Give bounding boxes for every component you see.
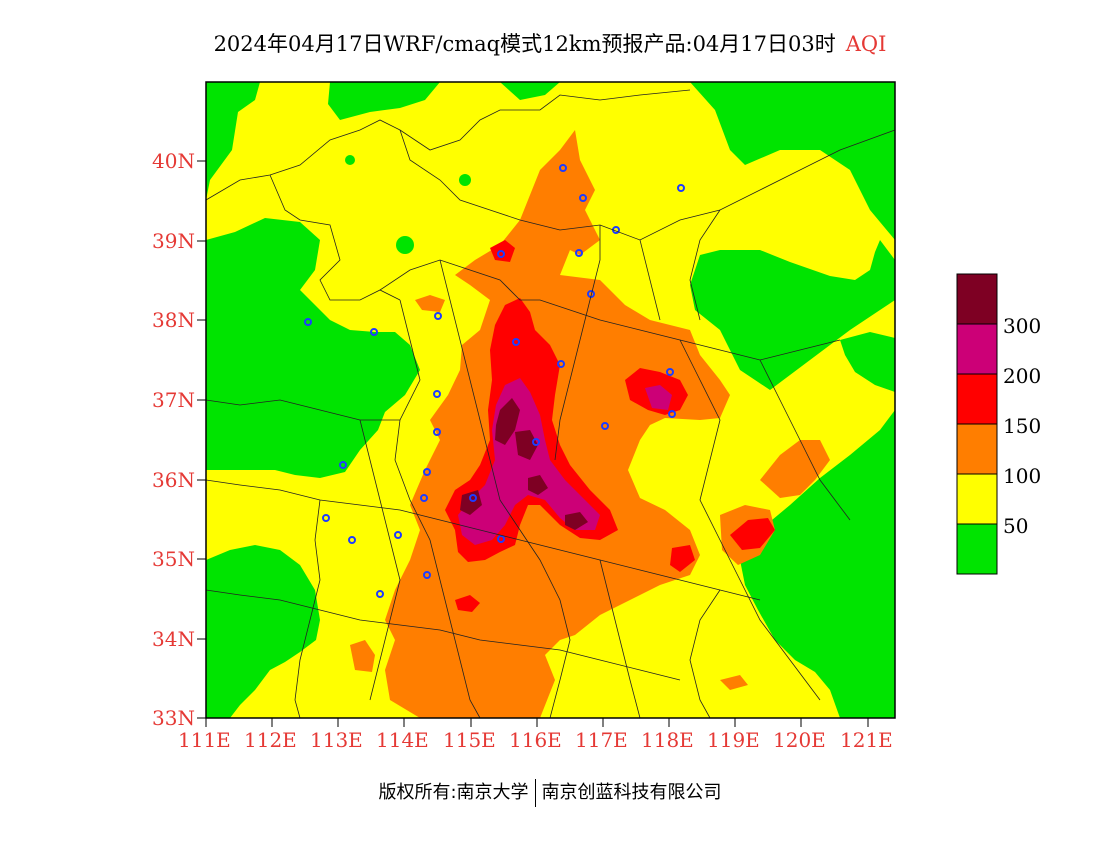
legend-colorbar <box>956 273 998 575</box>
legend-swatch-very-unhealthy <box>957 324 997 374</box>
footer-copyright: 版权所有:南京大学 <box>378 782 529 803</box>
legend-label-50: 50 <box>1003 514 1029 538</box>
footer-company: 南京创蓝科技有限公司 <box>541 782 722 803</box>
lon-label-112e: 112E <box>244 728 297 752</box>
legend-label-300: 300 <box>1003 314 1042 338</box>
lon-label-121e: 121E <box>840 728 893 752</box>
lat-label-38n: 38N <box>152 308 195 332</box>
copyright-footer: 版权所有:南京大学 南京创蓝科技有限公司 <box>0 778 1100 807</box>
very-unhealthy-regions <box>458 378 672 545</box>
lat-label-40n: 40N <box>152 149 195 173</box>
legend-swatch-usg <box>957 424 997 474</box>
lon-label-118e: 118E <box>641 728 694 752</box>
legend-swatch-good <box>957 524 997 574</box>
lon-label-120e: 120E <box>773 728 826 752</box>
lat-label-39n: 39N <box>152 229 195 253</box>
lon-label-111e: 111E <box>178 728 231 752</box>
lat-label-37n: 37N <box>152 388 195 412</box>
lat-label-35n: 35N <box>152 547 195 571</box>
good-regions <box>206 82 895 718</box>
lon-label-115e: 115E <box>443 728 496 752</box>
legend-label-200: 200 <box>1003 364 1042 388</box>
legend-swatch-unhealthy <box>957 374 997 424</box>
lat-label-33n: 33N <box>152 706 195 730</box>
lon-label-116e: 116E <box>509 728 562 752</box>
lat-label-36n: 36N <box>152 468 195 492</box>
title-main: 2024年04月17日WRF/cmaq模式12km预报产品:04月17日03时 <box>213 32 836 56</box>
city-markers <box>304 164 685 598</box>
lat-label-34n: 34N <box>152 627 195 651</box>
footer-divider <box>534 779 536 807</box>
legend-swatch-hazardous <box>957 274 997 324</box>
lon-label-117e: 117E <box>575 728 628 752</box>
map-title: 2024年04月17日WRF/cmaq模式12km预报产品:04月17日03时 A… <box>0 28 1100 58</box>
legend-label-100: 100 <box>1003 464 1042 488</box>
lon-label-119e: 119E <box>707 728 760 752</box>
hazardous-regions <box>460 398 588 530</box>
borders <box>206 89 895 718</box>
title-product: AQI <box>845 32 887 56</box>
lat-ticks <box>197 160 206 719</box>
aqi-field <box>206 82 895 718</box>
lon-label-113e: 113E <box>310 728 363 752</box>
legend-label-150: 150 <box>1003 414 1042 438</box>
legend-swatch-moderate <box>957 474 997 524</box>
lon-label-114e: 114E <box>376 728 429 752</box>
lon-ticks <box>205 718 869 727</box>
